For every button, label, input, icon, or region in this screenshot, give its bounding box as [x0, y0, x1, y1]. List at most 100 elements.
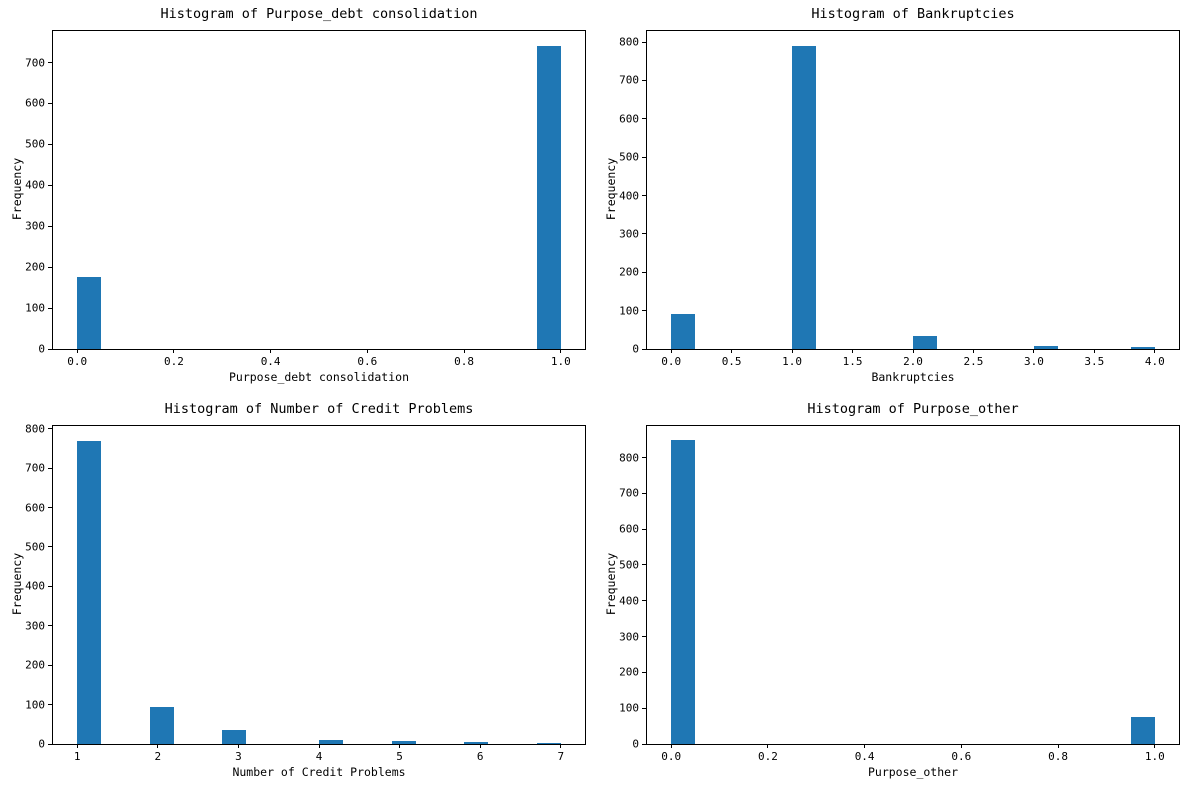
histogram-bar [536, 742, 561, 744]
y-tick-mark [642, 156, 646, 158]
plot-area: 0 100 200 300 400 500 600 700 800 0.0 0.2 0.4 0.6 0.8… [619, 425, 1180, 763]
y-tick-mark [48, 546, 52, 548]
y-tick-label: 100 [25, 698, 45, 712]
y-tick-label: 300 [25, 619, 45, 633]
subplot-purpose-other: Histogram of Purpose_other Frequency 0 10… [594, 395, 1188, 790]
x-tick-label: 0.4 [854, 750, 875, 763]
y-tick-mark [48, 664, 52, 666]
x-tick-mark [864, 744, 866, 748]
y-axis-label: Frequency [604, 552, 618, 616]
plot-area: 0 100 200 300 400 500 600 700 800 0.0 0.5 1.0 1.5 2.0… [619, 30, 1180, 368]
x-tick-label: 3 [235, 750, 242, 763]
x-tick-label: 1.5 [842, 355, 863, 368]
y-tick-mark [642, 671, 646, 673]
x-tick-label: 0.6 [951, 750, 972, 763]
y-tick-label: 700 [619, 73, 639, 87]
x-tick-mark [270, 349, 272, 353]
x-tick-label: 0.2 [757, 750, 778, 763]
histogram-bar [319, 740, 344, 744]
y-tick-mark [642, 564, 646, 566]
x-tick-mark [972, 349, 974, 353]
y-tick-label: 800 [25, 422, 45, 436]
x-tick-label: 5 [396, 750, 403, 763]
y-tick-mark [48, 625, 52, 627]
x-tick-label: 4 [315, 750, 323, 763]
y-tick-label: 500 [25, 540, 45, 554]
y-tick-label: 200 [619, 665, 639, 679]
y-tick-mark [48, 184, 52, 186]
histogram-bar [77, 441, 102, 744]
y-tick-mark [48, 307, 52, 309]
plot-area: 0 100 200 300 400 500 600 700 800 1 2 3 4 5 6 7 [25, 422, 586, 763]
y-tick-mark [48, 428, 52, 430]
y-tick-mark [48, 225, 52, 227]
x-tick-mark [1093, 349, 1095, 353]
x-tick-label: 1.0 [550, 355, 571, 368]
y-tick-label: 400 [25, 579, 45, 593]
x-tick-label: 1.0 [1144, 750, 1165, 763]
y-tick-mark [642, 118, 646, 120]
y-tick-label: 0 [632, 342, 639, 356]
x-tick-label: 0.0 [661, 750, 682, 763]
histogram-bar [792, 46, 817, 349]
y-tick-mark [48, 585, 52, 587]
subplot-number-of-credit-problems: Histogram of Number of Credit Problems F… [0, 395, 594, 790]
y-tick-label: 400 [619, 189, 639, 203]
x-tick-label: 0.6 [357, 355, 378, 368]
x-tick-mark [960, 744, 962, 748]
y-tick-label: 300 [25, 219, 45, 233]
x-tick-mark [670, 744, 672, 748]
y-tick-label: 0 [38, 342, 45, 356]
x-tick-mark [912, 349, 914, 353]
x-axis-label: Purpose_other [867, 765, 958, 779]
y-tick-label: 300 [619, 630, 639, 644]
y-tick-label: 500 [619, 558, 639, 572]
y-tick-mark [642, 707, 646, 709]
y-tick-label: 0 [632, 737, 639, 751]
y-tick-label: 600 [25, 96, 45, 110]
x-tick-label: 6 [476, 750, 484, 763]
x-tick-mark [731, 349, 733, 353]
x-tick-mark [479, 744, 481, 748]
y-tick-mark [48, 743, 52, 745]
x-tick-mark [76, 744, 78, 748]
x-tick-mark [1154, 744, 1156, 748]
y-tick-label: 500 [619, 150, 639, 164]
chart-title: Histogram of Purpose_other [807, 401, 1019, 417]
y-tick-label: 800 [619, 451, 639, 464]
x-tick-label: 1 [73, 750, 81, 763]
chart-title: Histogram of Number of Credit Problems [164, 401, 474, 417]
y-tick-mark [48, 348, 52, 350]
chart-title: Histogram of Purpose_debt consolidation [160, 6, 478, 22]
y-tick-mark [642, 195, 646, 197]
histogram-bar [149, 706, 174, 744]
x-tick-label: 0.4 [260, 355, 281, 368]
x-tick-label: 3.5 [1084, 355, 1105, 368]
x-tick-label: 0.0 [661, 355, 682, 368]
x-tick-mark [1057, 744, 1059, 748]
x-tick-label: 2.5 [963, 355, 984, 368]
y-tick-mark [48, 102, 52, 104]
y-tick-label: 700 [25, 461, 45, 475]
y-tick-mark [642, 492, 646, 494]
y-tick-label: 300 [619, 227, 639, 241]
y-tick-label: 700 [25, 56, 45, 69]
x-tick-mark [76, 349, 78, 353]
y-tick-label: 600 [619, 112, 639, 126]
y-axis-label: Frequency [10, 157, 24, 221]
x-tick-mark [791, 349, 793, 353]
y-axis-label: Frequency [604, 157, 618, 221]
histogram-bar [671, 440, 696, 744]
y-tick-label: 200 [619, 265, 639, 279]
y-tick-mark [642, 743, 646, 745]
x-tick-mark [237, 744, 239, 748]
x-tick-mark [560, 349, 562, 353]
y-tick-label: 200 [25, 658, 45, 672]
y-axis-label-wrap: Frequency [594, 425, 628, 743]
x-axis-label: Bankruptcies [871, 370, 955, 384]
y-tick-mark [48, 704, 52, 706]
x-tick-mark [852, 349, 854, 353]
y-tick-mark [642, 310, 646, 312]
histogram-bar [913, 336, 938, 349]
